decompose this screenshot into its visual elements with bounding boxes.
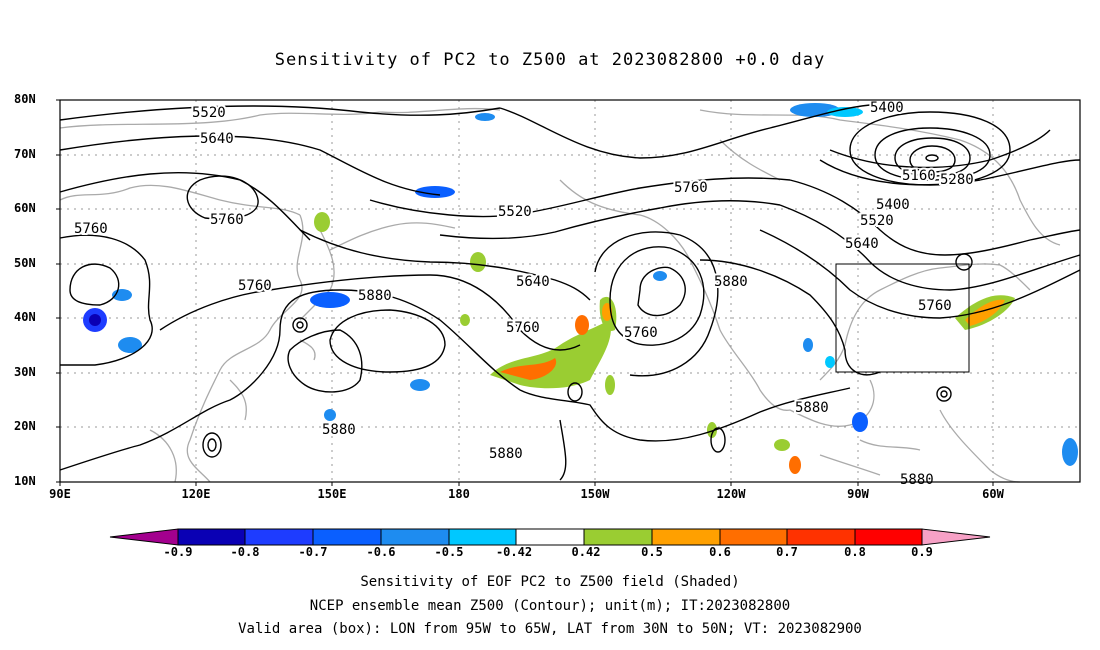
colorbar-segment (312, 528, 382, 546)
colorbar-segment (651, 528, 721, 546)
colorbar-segment (177, 528, 246, 546)
colorbar-segment (786, 528, 856, 546)
colorbar-segment (244, 528, 314, 546)
colorbar-segment (854, 528, 923, 546)
colorbar-segment (921, 528, 991, 546)
positive-sensitivity-shading (314, 212, 1015, 474)
tick-marks (56, 99, 994, 486)
contour-label: 5760 (210, 212, 244, 228)
caption-line-2: NCEP ensemble mean Z500 (Contour); unit(… (309, 598, 791, 614)
contour-label: 5400 (876, 197, 910, 213)
lon-label: 180 (448, 487, 470, 501)
valid-area-box (835, 263, 970, 373)
lat-label: 20N (14, 419, 36, 433)
contour-label: 5400 (870, 100, 904, 116)
contour-label: 5760 (674, 180, 708, 196)
plot-area (60, 100, 1080, 482)
colorbar-segment (719, 528, 788, 546)
colorbar-segment (583, 528, 653, 546)
caption-line-1: Sensitivity of EOF PC2 to Z500 field (Sh… (360, 574, 740, 590)
lon-label: 90E (49, 487, 71, 501)
colorbar-label: -0.8 (230, 545, 260, 559)
contour-label: 5280 (940, 172, 974, 188)
colorbar-label: 0.5 (641, 545, 663, 559)
contour-label: 5640 (200, 131, 234, 147)
contour-label: 5760 (74, 221, 108, 237)
colorbar-label: 0.6 (709, 545, 731, 559)
coastlines (59, 107, 1061, 483)
colorbar-label: -0.5 (434, 545, 464, 559)
colorbar-label: 0.7 (776, 545, 798, 559)
lat-label: 10N (14, 474, 36, 488)
contour-label: 5640 (845, 236, 879, 252)
colorbar (109, 528, 991, 546)
contour-label: 5880 (322, 422, 356, 438)
contour-label: 5760 (624, 325, 658, 341)
lon-label: 60W (982, 487, 1004, 501)
colorbar-segment (109, 528, 179, 546)
lon-label: 150W (580, 487, 610, 501)
map-title: Sensitivity of PC2 to Z500 at 2023082800… (274, 50, 826, 70)
lat-label: 80N (14, 92, 36, 106)
contour-label: 5760 (918, 298, 952, 314)
colorbar-segment (448, 528, 517, 546)
lon-label: 150E (317, 487, 347, 501)
caption-line-3: Valid area (box): LON from 95W to 65W, L… (238, 621, 862, 637)
lat-label: 60N (14, 201, 36, 215)
colorbar-segment (515, 528, 585, 546)
plot-frame (59, 99, 1081, 483)
lon-label: 90W (847, 487, 869, 501)
negative-sensitivity-shading (83, 103, 1078, 466)
colorbar-label: 0.42 (571, 545, 601, 559)
contour-label: 5520 (498, 204, 532, 220)
z500-contours (59, 104, 1081, 481)
colorbar-label: -0.7 (298, 545, 328, 559)
colorbar-label: 0.9 (911, 545, 933, 559)
contour-labels: 5520 5640 5760 5760 5760 5520 5640 5760 … (72, 98, 976, 490)
contour-label: 5760 (238, 278, 272, 294)
contour-label: 5760 (506, 320, 540, 336)
lon-label: 120E (181, 487, 211, 501)
colorbar-label: -0.9 (163, 545, 193, 559)
contour-label: 5880 (714, 274, 748, 290)
contour-label: 5880 (900, 472, 934, 488)
colorbar-label: -0.6 (366, 545, 396, 559)
lat-label: 70N (14, 147, 36, 161)
contour-label: 5880 (795, 400, 829, 416)
lon-label: 120W (716, 487, 746, 501)
colorbar-label: -0.42 (495, 545, 533, 559)
lat-label: 30N (14, 365, 36, 379)
lat-label: 50N (14, 256, 36, 270)
contour-label: 5880 (489, 446, 523, 462)
contour-label: 5640 (516, 274, 550, 290)
contour-label: 5520 (192, 105, 226, 121)
colorbar-segment (380, 528, 450, 546)
lat-label: 40N (14, 310, 36, 324)
colorbar-label: 0.8 (844, 545, 866, 559)
graticule (60, 100, 1080, 482)
contour-label: 5880 (358, 288, 392, 304)
contour-label: 5160 (902, 168, 936, 184)
contour-label: 5520 (860, 213, 894, 229)
